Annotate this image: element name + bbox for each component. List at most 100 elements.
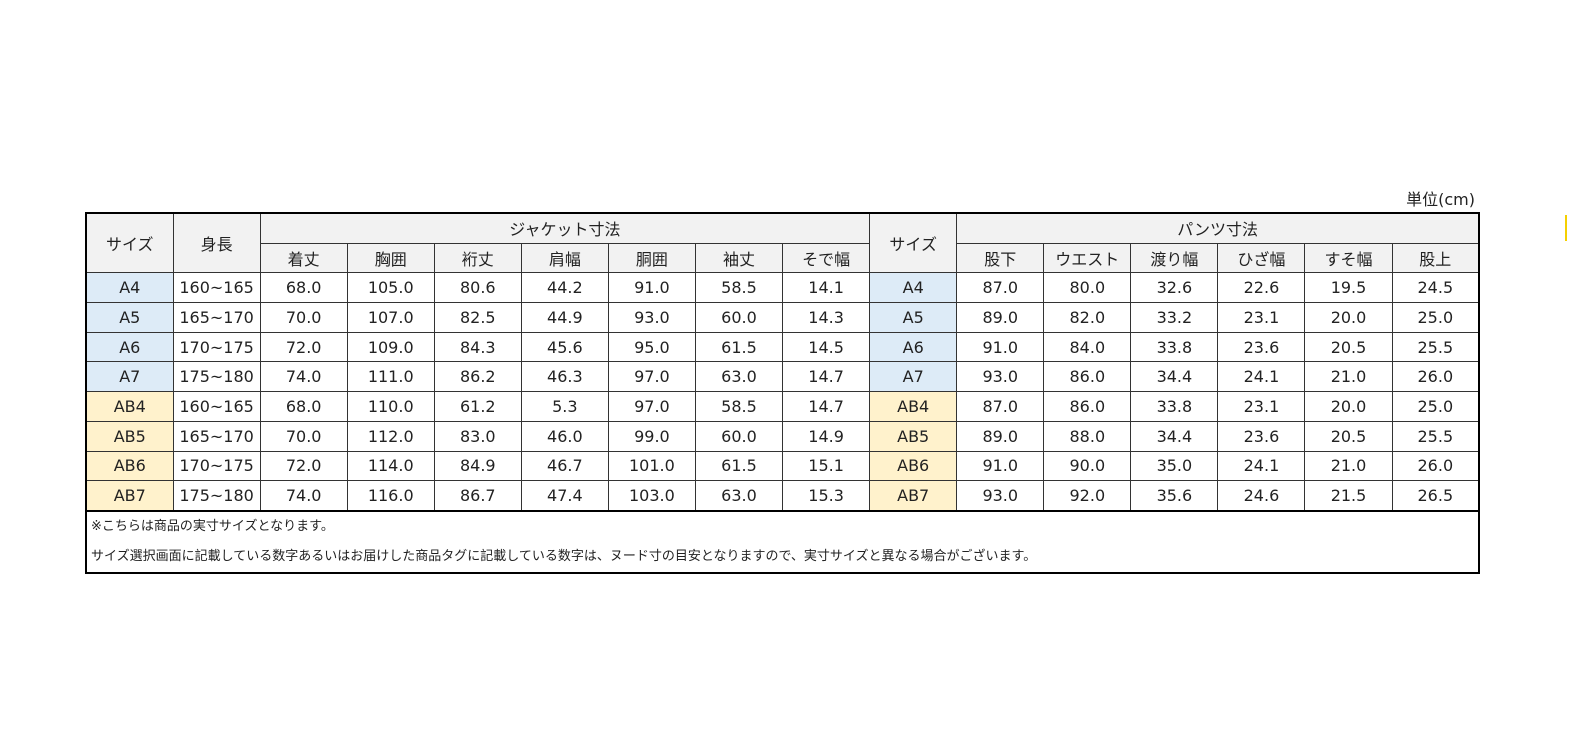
size-cell: A5 (869, 302, 958, 333)
data-cell: 45.6 (520, 331, 609, 363)
data-cell: 23.6 (1217, 420, 1306, 452)
data-cell: 60.0 (694, 420, 784, 452)
data-cell: 46.3 (520, 361, 609, 393)
data-cell: 58.5 (694, 391, 784, 422)
data-cell: 60.0 (694, 302, 784, 333)
size-cell: AB7 (85, 480, 174, 512)
size-cell: A7 (85, 361, 174, 393)
data-cell: 97.0 (607, 361, 696, 393)
data-row: AB7 175~180 74.0 116.0 86.7 47.4 103.0 63.0 15.3… (85, 480, 1480, 512)
size-cell: A6 (869, 331, 958, 363)
data-cell: 84.0 (1043, 331, 1132, 363)
column-header: 裄丈 (433, 242, 522, 274)
data-cell: 33.2 (1130, 302, 1219, 333)
header-row: 着丈 胸囲 裄丈 肩幅 胴囲 袖丈 そで幅 股下 ウエスト 渡り幅 ひざ幅 すそ幅 股上 (86, 242, 1480, 274)
data-cell: 25.0 (1391, 391, 1480, 422)
notes-row: ※こちらは商品の実寸サイズとなります。サイズ選択画面に記載している数字あるいはお… (85, 509, 1480, 574)
column-header: 着丈 (259, 242, 348, 274)
size-cell: AB5 (85, 420, 174, 452)
data-cell: 87.0 (956, 391, 1045, 422)
data-cell: 87.0 (956, 272, 1045, 304)
data-cell: 23.1 (1217, 391, 1306, 422)
data-cell: 74.0 (259, 480, 348, 512)
data-cell: 21.5 (1304, 480, 1393, 512)
data-row: AB4 160~165 68.0 110.0 61.2 5.3 97.0 58.5 14.7 AB… (85, 391, 1480, 422)
size-cell: A7 (869, 361, 958, 393)
data-cell: 35.0 (1130, 450, 1219, 482)
data-cell: 58.5 (694, 272, 784, 304)
notes: ※こちらは商品の実寸サイズとなります。サイズ選択画面に記載している数字あるいはお… (85, 509, 1480, 574)
size-cell: A4 (85, 272, 174, 304)
data-cell: 105.0 (346, 272, 435, 304)
data-cell: 34.4 (1130, 361, 1219, 393)
data-cell: 109.0 (346, 331, 435, 363)
data-cell: 14.1 (781, 272, 871, 304)
size-cell: AB7 (869, 480, 958, 512)
data-cell: 5.3 (520, 391, 609, 422)
data-cell: 170~175 (172, 331, 261, 363)
group-header: ジャケット寸法 (259, 212, 871, 244)
data-cell: 14.9 (781, 420, 871, 452)
data-cell: 160~165 (172, 391, 261, 422)
column-header: ウエスト (1043, 242, 1132, 274)
data-cell: 112.0 (346, 420, 435, 452)
data-row: AB5 165~170 70.0 112.0 83.0 46.0 99.0 60.0 14.9 A… (85, 420, 1480, 452)
size-cell: AB4 (869, 391, 958, 422)
data-cell: 20.5 (1304, 420, 1393, 452)
note-line: サイズ選択画面に記載している数字あるいはお届けした商品タグに記載している数字は、… (91, 548, 1037, 564)
data-cell: 72.0 (259, 331, 348, 363)
size-cell: A5 (85, 302, 174, 333)
data-cell: 25.5 (1391, 331, 1480, 363)
data-cell: 91.0 (956, 450, 1045, 482)
data-cell: 26.0 (1391, 361, 1480, 393)
data-cell: 25.0 (1391, 302, 1480, 333)
data-cell: 91.0 (956, 331, 1045, 363)
data-cell: 61.2 (433, 391, 522, 422)
data-cell: 175~180 (172, 480, 261, 512)
column-header: ひざ幅 (1217, 242, 1306, 274)
data-cell: 34.4 (1130, 420, 1219, 452)
data-cell: 86.2 (433, 361, 522, 393)
size-cell: AB4 (85, 391, 174, 422)
data-cell: 91.0 (607, 272, 696, 304)
data-row: A7 175~180 74.0 111.0 86.2 46.3 97.0 63.0 14.7 A7… (85, 361, 1480, 393)
note-line: ※こちらは商品の実寸サイズとなります。 (91, 518, 334, 534)
data-cell: 33.8 (1130, 391, 1219, 422)
data-cell: 14.5 (781, 331, 871, 363)
data-cell: 32.6 (1130, 272, 1219, 304)
data-cell: 47.4 (520, 480, 609, 512)
data-cell: 84.3 (433, 331, 522, 363)
data-cell: 165~170 (172, 420, 261, 452)
data-cell: 170~175 (172, 450, 261, 482)
data-cell: 15.3 (781, 480, 871, 512)
size-cell: AB6 (869, 450, 958, 482)
data-cell: 110.0 (346, 391, 435, 422)
size-cell: A4 (869, 272, 958, 304)
group-header: サイズ (869, 212, 958, 274)
data-cell: 83.0 (433, 420, 522, 452)
data-cell: 86.0 (1043, 391, 1132, 422)
data-cell: 33.8 (1130, 331, 1219, 363)
data-cell: 92.0 (1043, 480, 1132, 512)
data-cell: 68.0 (259, 391, 348, 422)
data-cell: 80.0 (1043, 272, 1132, 304)
data-cell: 44.9 (520, 302, 609, 333)
data-cell: 63.0 (694, 480, 784, 512)
data-cell: 20.0 (1304, 302, 1393, 333)
column-header: 胴囲 (607, 242, 696, 274)
group-header: 身長 (172, 212, 261, 274)
column-header: 袖丈 (694, 242, 784, 274)
header-row: サイズ 身長 ジャケット寸法 サイズ パンツ寸法 (85, 212, 1480, 274)
data-cell: 46.7 (520, 450, 609, 482)
data-cell: 44.2 (520, 272, 609, 304)
data-cell: 70.0 (259, 302, 348, 333)
column-header: 渡り幅 (1130, 242, 1219, 274)
data-cell: 21.0 (1304, 450, 1393, 482)
data-cell: 22.6 (1217, 272, 1306, 304)
data-cell: 86.7 (433, 480, 522, 512)
data-row: A6 170~175 72.0 109.0 84.3 45.6 95.0 61.5 14.5 A6… (85, 331, 1480, 363)
data-cell: 25.5 (1391, 420, 1480, 452)
data-cell: 72.0 (259, 450, 348, 482)
data-cell: 21.0 (1304, 361, 1393, 393)
